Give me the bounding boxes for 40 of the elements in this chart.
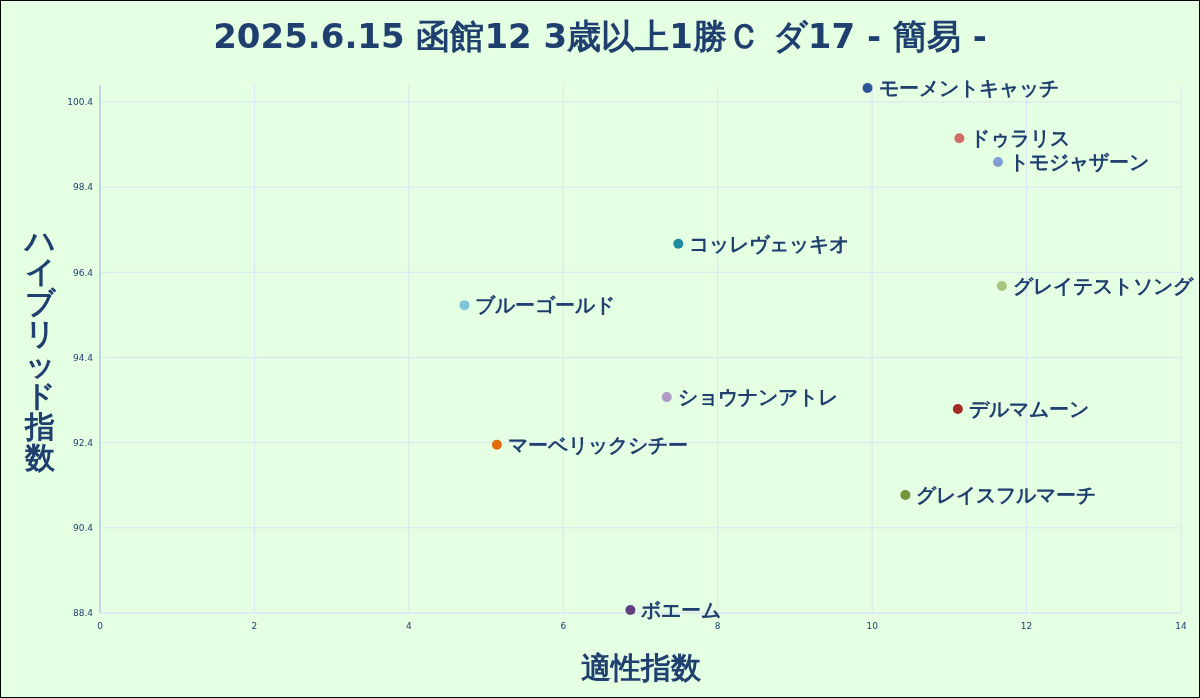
x-tick-label: 6 bbox=[560, 621, 567, 631]
series-label: デルマムーン bbox=[968, 397, 1089, 422]
x-tick-label: 2 bbox=[251, 621, 258, 631]
y-tick-label: 100.4 bbox=[67, 97, 94, 108]
point bbox=[996, 280, 1007, 291]
point bbox=[625, 605, 636, 616]
series-label: グレイテストソング bbox=[1012, 273, 1194, 298]
series-label: ボエーム bbox=[640, 598, 722, 623]
y-tick-label: 92.4 bbox=[72, 437, 94, 448]
point bbox=[954, 133, 965, 144]
point bbox=[862, 82, 873, 93]
point bbox=[661, 392, 672, 403]
x-tick-label: 8 bbox=[714, 621, 721, 631]
point bbox=[491, 439, 502, 450]
point bbox=[952, 404, 963, 415]
x-tick-label: 10 bbox=[866, 621, 879, 631]
series-label: モーメントキャッチ bbox=[878, 75, 1059, 100]
x-tick-label: 0 bbox=[97, 621, 104, 631]
x-axis-title: 適性指数 bbox=[580, 650, 702, 685]
point bbox=[459, 300, 470, 311]
y-tick-label: 94.4 bbox=[72, 352, 94, 363]
series-label: トモジャザーン bbox=[1009, 150, 1149, 175]
y-tick-label: 96.4 bbox=[72, 267, 94, 278]
point bbox=[900, 490, 911, 501]
y-tick-label: 88.4 bbox=[72, 608, 94, 619]
y-tick-label: 90.4 bbox=[72, 522, 94, 533]
series-label: マーベリックシチー bbox=[507, 432, 688, 457]
x-tick-label: 4 bbox=[405, 621, 412, 631]
y-tick-label: 98.4 bbox=[72, 182, 94, 193]
point bbox=[993, 157, 1003, 168]
point bbox=[673, 238, 684, 249]
series-label: ショウナンアトレ bbox=[677, 385, 838, 410]
series-label: コッレヴェッキオ bbox=[689, 231, 850, 256]
series-label: ドゥラリス bbox=[970, 126, 1071, 151]
series-label: ブルーゴールド bbox=[475, 293, 616, 318]
chart-title: 2025.6.15 函館12 3歳以上1勝Ｃ ダ17 - 簡易 - bbox=[213, 16, 987, 56]
y-axis-title: ハイブリッド指数 bbox=[22, 223, 57, 475]
x-tick-label: 14 bbox=[1175, 621, 1187, 631]
series-label: グレイスフルマーチ bbox=[916, 483, 1097, 508]
x-tick-label: 12 bbox=[1020, 621, 1033, 631]
